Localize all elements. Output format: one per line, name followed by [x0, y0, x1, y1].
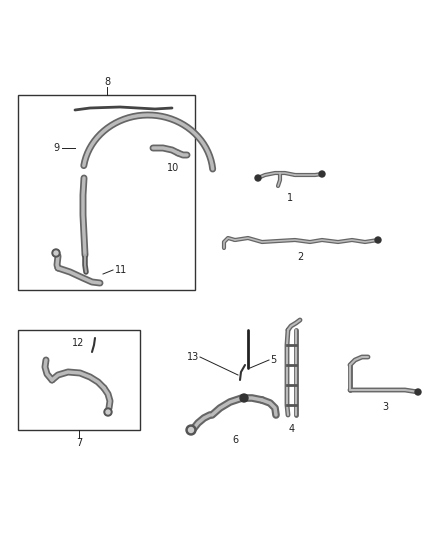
Circle shape — [319, 171, 325, 177]
Circle shape — [52, 249, 60, 257]
Text: 13: 13 — [187, 352, 199, 362]
Circle shape — [54, 251, 58, 255]
Circle shape — [188, 427, 194, 432]
Text: 11: 11 — [115, 265, 127, 275]
Text: 6: 6 — [232, 435, 238, 445]
Circle shape — [104, 408, 112, 416]
Text: 3: 3 — [382, 402, 388, 412]
Text: 5: 5 — [270, 355, 276, 365]
Text: 10: 10 — [167, 163, 179, 173]
Circle shape — [240, 394, 248, 402]
Text: 12: 12 — [72, 338, 84, 348]
Circle shape — [255, 175, 261, 181]
Circle shape — [186, 425, 196, 435]
Text: 2: 2 — [297, 252, 303, 262]
Circle shape — [106, 410, 110, 414]
Text: 4: 4 — [289, 424, 295, 434]
Circle shape — [415, 389, 421, 395]
Text: 9: 9 — [54, 143, 60, 153]
Text: 1: 1 — [287, 193, 293, 203]
Circle shape — [375, 237, 381, 243]
Text: 7: 7 — [76, 438, 82, 448]
Text: 8: 8 — [104, 77, 110, 87]
